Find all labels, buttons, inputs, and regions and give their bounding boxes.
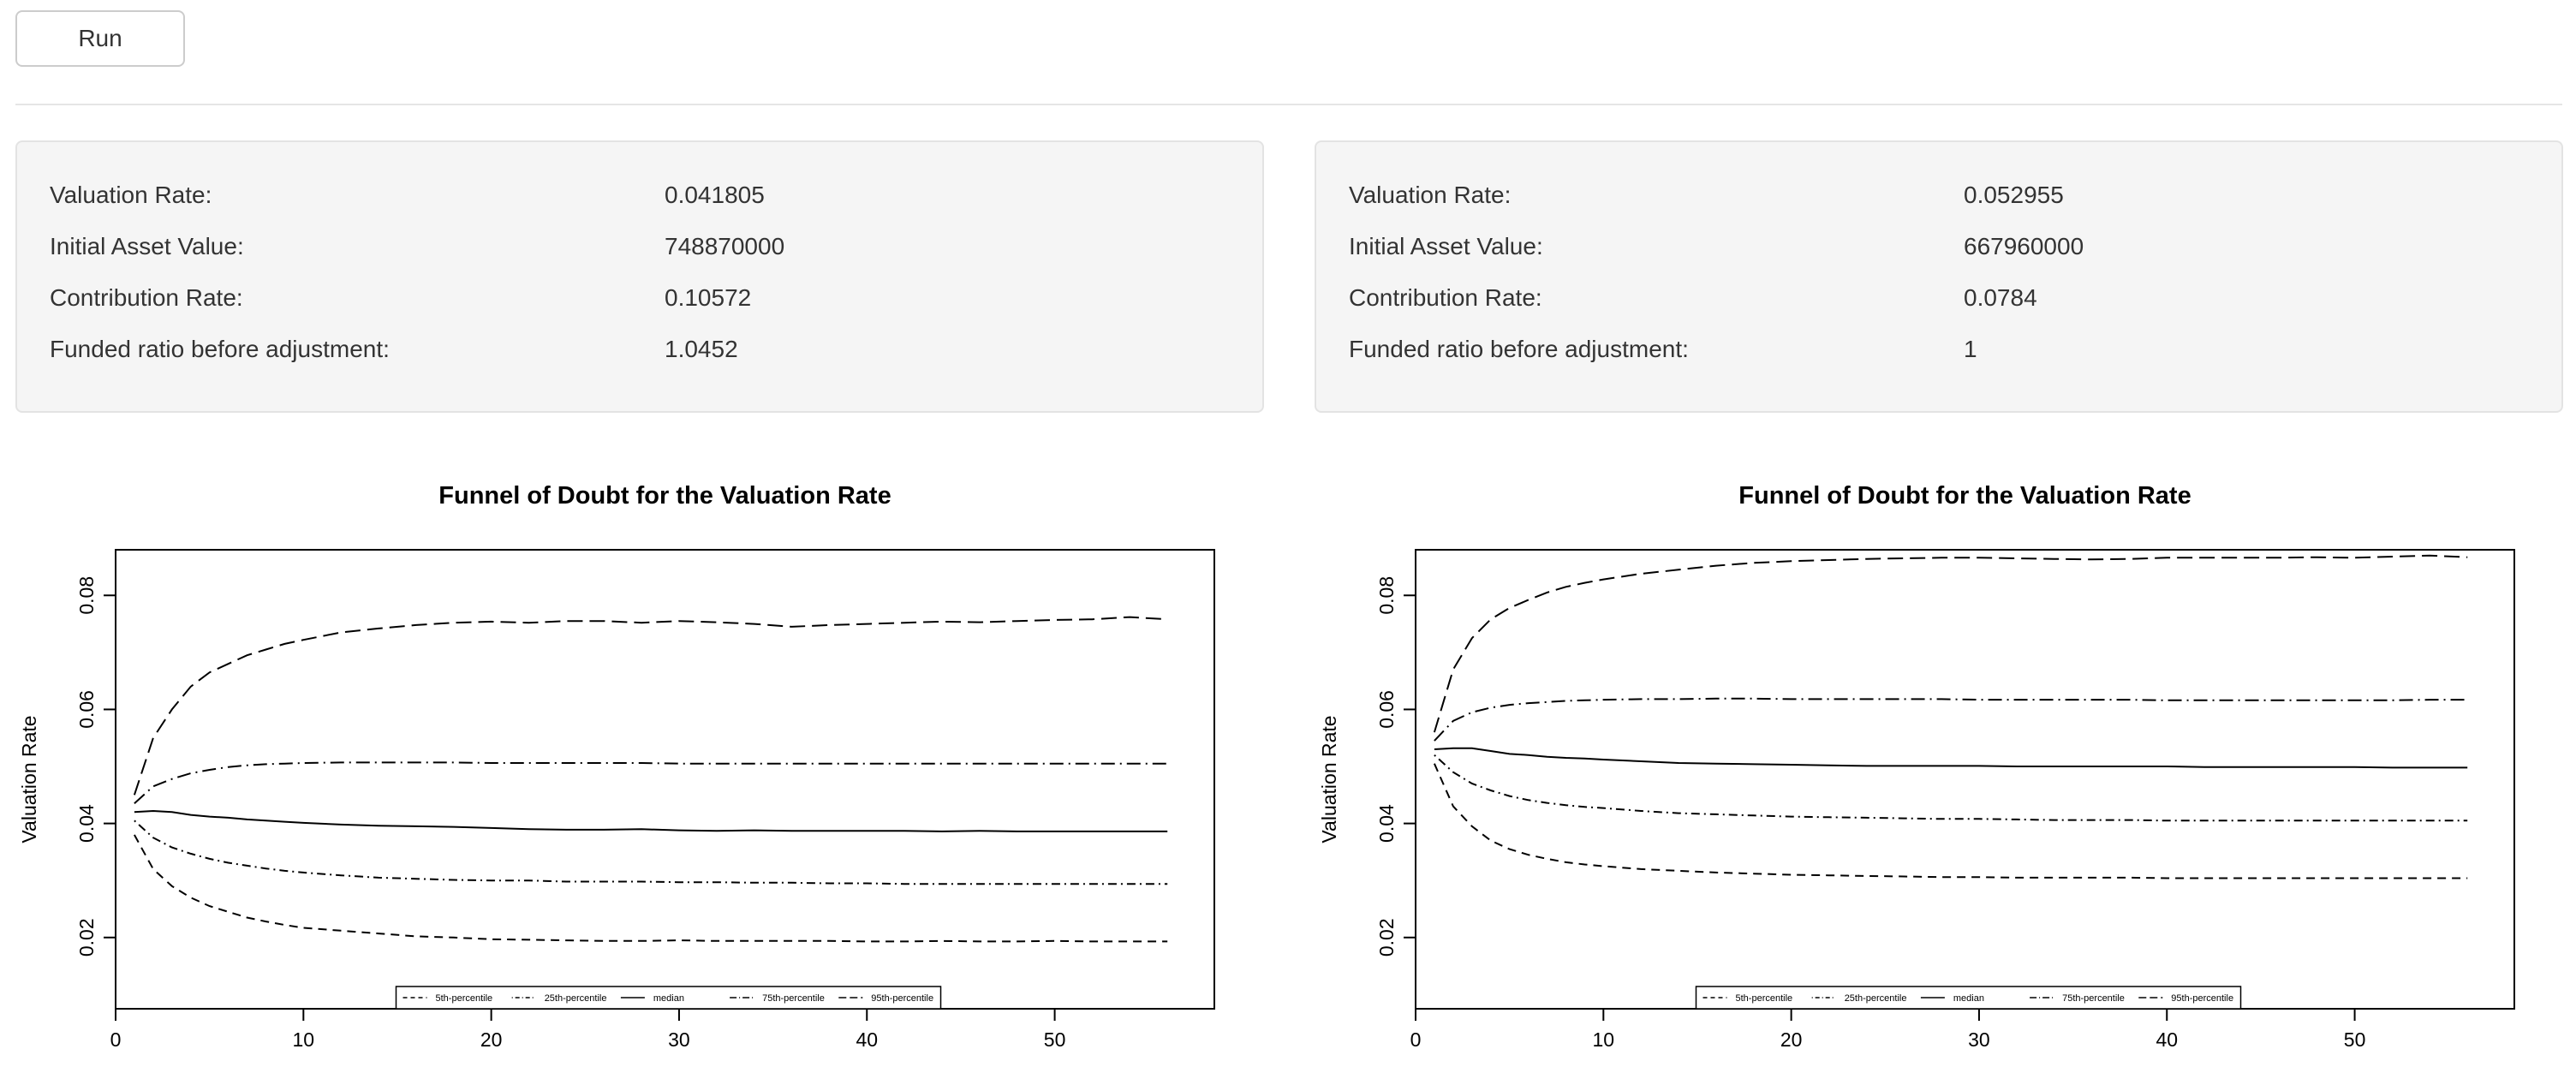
y-axis-label: Valuation Rate bbox=[18, 715, 40, 843]
funnel-chart-right-svg: Funnel of Doubt for the Valuation Rate Va… bbox=[1318, 482, 2515, 1051]
valuation-rate-value: 0.041805 bbox=[665, 182, 765, 208]
valuation-rate-value: 0.052955 bbox=[1964, 182, 2064, 208]
funded-ratio-label: Funded ratio before adjustment: bbox=[1349, 336, 1689, 362]
contribution-rate-value: 0.10572 bbox=[665, 284, 752, 311]
series-line-median bbox=[1434, 747, 2468, 769]
series-line-95th-percentile bbox=[133, 616, 1168, 796]
x-tick-label: 10 bbox=[1593, 1028, 1615, 1051]
series-line-75th-percentile bbox=[1434, 697, 2468, 742]
run-button[interactable]: Run bbox=[15, 10, 185, 67]
plot-frame bbox=[1415, 549, 2515, 1010]
legend-label-25th-percentile: 25th-percentile bbox=[1845, 993, 1907, 1004]
x-tick-label: 40 bbox=[2156, 1028, 2178, 1051]
initial-asset-value-value: 667960000 bbox=[1964, 233, 2084, 259]
y-tick-label: 0.06 bbox=[1375, 690, 1398, 729]
x-tick-label: 30 bbox=[1968, 1028, 1990, 1051]
x-tick-label: 40 bbox=[856, 1028, 878, 1051]
funded-ratio-value: 1 bbox=[1964, 336, 1977, 362]
funded-ratio-label: Funded ratio before adjustment: bbox=[50, 336, 390, 362]
x-tick-label: 30 bbox=[668, 1028, 690, 1051]
legend-label-95th-percentile: 95th-percentile bbox=[871, 993, 933, 1004]
divider bbox=[15, 104, 2562, 105]
y-tick-label: 0.04 bbox=[1375, 804, 1398, 843]
x-tick-label: 50 bbox=[2344, 1028, 2366, 1051]
legend-label-median: median bbox=[653, 993, 684, 1004]
chart-title: Funnel of Doubt for the Valuation Rate bbox=[438, 482, 891, 510]
valuation-rate-label: Valuation Rate: bbox=[1349, 182, 1512, 208]
series-line-median bbox=[134, 809, 1168, 832]
series-line-75th-percentile bbox=[134, 761, 1168, 805]
initial-asset-value-label: Initial Asset Value: bbox=[50, 233, 244, 259]
funnel-chart-left-svg: Funnel of Doubt for the Valuation Rate Va… bbox=[18, 482, 1215, 1051]
chart-title: Funnel of Doubt for the Valuation Rate bbox=[1738, 482, 2191, 510]
contribution-rate-value: 0.0784 bbox=[1964, 284, 2037, 311]
x-tick-label: 50 bbox=[1044, 1028, 1066, 1051]
x-tick-label: 0 bbox=[1410, 1028, 1422, 1051]
summary-panel-right: Valuation Rate: 0.052955 Initial Asset V… bbox=[1315, 140, 2563, 413]
legend-label-25th-percentile: 25th-percentile bbox=[545, 993, 607, 1004]
funnel-chart-left: Funnel of Doubt for the Valuation Rate Va… bbox=[0, 468, 1249, 1067]
legend-label-75th-percentile: 75th-percentile bbox=[2062, 993, 2125, 1004]
series-line-5th-percentile bbox=[1433, 763, 2468, 879]
plot-frame bbox=[115, 549, 1215, 1010]
funnel-chart-right: Funnel of Doubt for the Valuation Rate Va… bbox=[1300, 468, 2549, 1067]
summary-panel-left: Valuation Rate: 0.041805 Initial Asset V… bbox=[15, 140, 1264, 413]
series-line-25th-percentile bbox=[1434, 754, 2468, 822]
y-axis-label: Valuation Rate bbox=[1318, 715, 1340, 843]
legend-label-median: median bbox=[1953, 993, 1984, 1004]
valuation-rate-label: Valuation Rate: bbox=[50, 182, 212, 208]
legend-label-75th-percentile: 75th-percentile bbox=[762, 993, 825, 1004]
y-tick-label: 0.04 bbox=[75, 804, 98, 843]
x-tick-label: 20 bbox=[480, 1028, 503, 1051]
y-tick-label: 0.08 bbox=[75, 576, 98, 615]
x-tick-label: 0 bbox=[110, 1028, 122, 1051]
initial-asset-value-label: Initial Asset Value: bbox=[1349, 233, 1543, 259]
series-line-25th-percentile bbox=[134, 820, 1168, 885]
series-line-95th-percentile bbox=[1433, 554, 2468, 733]
series-line-5th-percentile bbox=[134, 834, 1168, 943]
x-tick-label: 20 bbox=[1780, 1028, 1803, 1051]
y-tick-label: 0.02 bbox=[75, 918, 98, 957]
y-tick-label: 0.06 bbox=[75, 690, 98, 729]
legend-label-5th-percentile: 5th-percentile bbox=[436, 993, 493, 1004]
contribution-rate-label: Contribution Rate: bbox=[1349, 284, 1542, 311]
legend-label-95th-percentile: 95th-percentile bbox=[2171, 993, 2233, 1004]
contribution-rate-label: Contribution Rate: bbox=[50, 284, 243, 311]
y-tick-label: 0.02 bbox=[1375, 918, 1398, 957]
y-tick-label: 0.08 bbox=[1375, 576, 1398, 615]
legend-label-5th-percentile: 5th-percentile bbox=[1736, 993, 1793, 1004]
x-tick-label: 10 bbox=[293, 1028, 315, 1051]
funded-ratio-value: 1.0452 bbox=[665, 336, 738, 362]
initial-asset-value-value: 748870000 bbox=[665, 233, 785, 259]
